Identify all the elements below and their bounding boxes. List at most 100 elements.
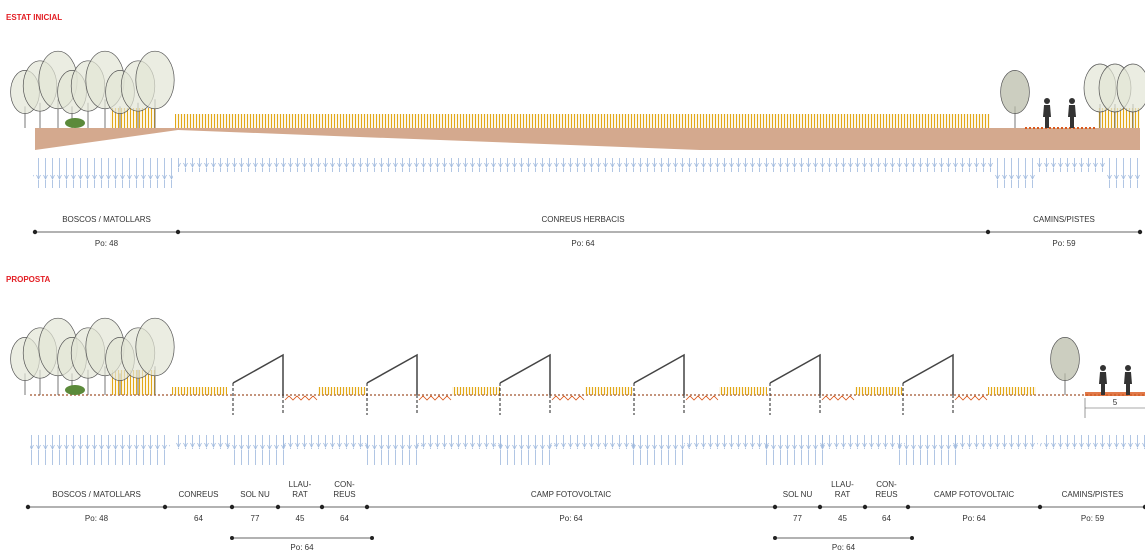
crops xyxy=(452,387,500,395)
scale-dot xyxy=(1137,229,1143,235)
scale-dot xyxy=(905,504,911,510)
infiltration xyxy=(995,158,1035,188)
bare-soil xyxy=(551,395,585,401)
scale-dot xyxy=(229,504,235,510)
segment-label: LLAU- xyxy=(831,480,854,489)
infiltration xyxy=(898,435,958,465)
segment-label: CAMINS/PISTES xyxy=(1033,215,1095,224)
pv-panel xyxy=(633,353,685,395)
pv-field xyxy=(30,353,1145,465)
segment-label: CAMP FOTOVOLTAIC xyxy=(934,490,1015,499)
segment-label: SOL NU xyxy=(783,490,813,499)
segment-label: CONREUS xyxy=(178,490,218,499)
scale-dot xyxy=(985,229,991,235)
people xyxy=(1043,98,1132,395)
pv-panel xyxy=(232,353,284,395)
person-head xyxy=(1069,98,1075,104)
segment-value: Po: 48 xyxy=(85,514,109,523)
group-value: Po: 64 xyxy=(832,543,856,552)
group-value: Po: 64 xyxy=(290,543,314,552)
infiltration xyxy=(765,435,825,465)
infiltration xyxy=(30,435,170,465)
segment-label: REUS xyxy=(333,490,355,499)
dimension-label: 5 xyxy=(1113,398,1118,407)
person-body xyxy=(1099,372,1107,395)
bare-soil xyxy=(418,395,452,401)
scale-dot xyxy=(862,504,868,510)
crown xyxy=(1000,70,1030,114)
scale-dot xyxy=(275,504,281,510)
crops xyxy=(585,387,633,395)
segment-value: 77 xyxy=(251,514,260,523)
segment-value: 45 xyxy=(296,514,305,523)
segment-value: Po: 48 xyxy=(95,239,119,248)
segment-label: CAMP FOTOVOLTAIC xyxy=(531,490,612,499)
segment-label: BOSCOS / MATOLLARS xyxy=(52,490,141,499)
ground xyxy=(35,128,1140,150)
crops xyxy=(175,114,990,128)
scale-dot xyxy=(910,536,914,540)
infiltration xyxy=(283,435,368,449)
pv-panel xyxy=(366,353,418,395)
scale-dot xyxy=(32,229,38,235)
segment-value: 64 xyxy=(340,514,349,523)
infiltration xyxy=(550,435,635,449)
segment-value: Po: 64 xyxy=(962,514,986,523)
segment-label: CAMINS/PISTES xyxy=(1062,490,1124,499)
infiltration xyxy=(820,435,905,449)
segment-value: 64 xyxy=(882,514,891,523)
scale-dot xyxy=(162,504,168,510)
crown xyxy=(135,50,175,110)
infiltration xyxy=(178,158,993,172)
infiltration xyxy=(1040,435,1145,449)
person-head xyxy=(1100,365,1106,371)
infiltration xyxy=(495,435,555,465)
crops xyxy=(988,387,1036,395)
scale-dot xyxy=(175,229,181,235)
pv-panel xyxy=(902,353,954,395)
shrubs xyxy=(1098,108,1140,128)
scale-dot xyxy=(1142,504,1145,510)
section-title: PROPOSTA xyxy=(6,275,51,284)
segment-value: 77 xyxy=(793,514,802,523)
person-body xyxy=(1068,105,1076,128)
infiltration xyxy=(228,435,288,465)
bare-soil xyxy=(284,395,318,401)
pv-panel xyxy=(769,353,821,395)
person-body xyxy=(1043,105,1051,128)
infiltration xyxy=(1035,158,1105,172)
crops xyxy=(855,387,903,395)
scale-dot xyxy=(772,504,778,510)
segment-value: Po: 59 xyxy=(1052,239,1076,248)
segment-label: CONREUS HERBACIS xyxy=(541,215,624,224)
scale-dot xyxy=(370,536,374,540)
labels: BOSCOS / MATOLLARS Po: 48 CONREUS HERBACIS… xyxy=(25,215,1145,552)
scale-dot xyxy=(1037,504,1043,510)
scale-dot xyxy=(319,504,325,510)
crown xyxy=(1050,337,1080,381)
scale-dot xyxy=(773,536,777,540)
segment-label: CON- xyxy=(334,480,355,489)
infiltration xyxy=(684,435,769,449)
crops xyxy=(719,387,767,395)
infiltration xyxy=(953,435,1038,449)
segment-label: BOSCOS / MATOLLARS xyxy=(62,215,151,224)
bare-soil xyxy=(954,395,988,401)
person-head xyxy=(1125,365,1131,371)
trees xyxy=(10,50,1145,395)
infiltration xyxy=(362,435,422,465)
segment-label: SOL NU xyxy=(240,490,270,499)
infiltration xyxy=(175,435,230,449)
infiltration xyxy=(417,435,502,449)
scale-dot xyxy=(230,536,234,540)
infiltration xyxy=(1105,158,1140,188)
segment-label: LLAU- xyxy=(289,480,312,489)
scale-dot xyxy=(364,504,370,510)
segment-value: Po: 59 xyxy=(1081,514,1105,523)
shrub xyxy=(65,118,85,128)
person-body xyxy=(1124,372,1132,395)
section-title: ESTAT INICIAL xyxy=(6,13,62,22)
infiltration xyxy=(33,158,173,188)
bare-soil xyxy=(821,395,855,401)
